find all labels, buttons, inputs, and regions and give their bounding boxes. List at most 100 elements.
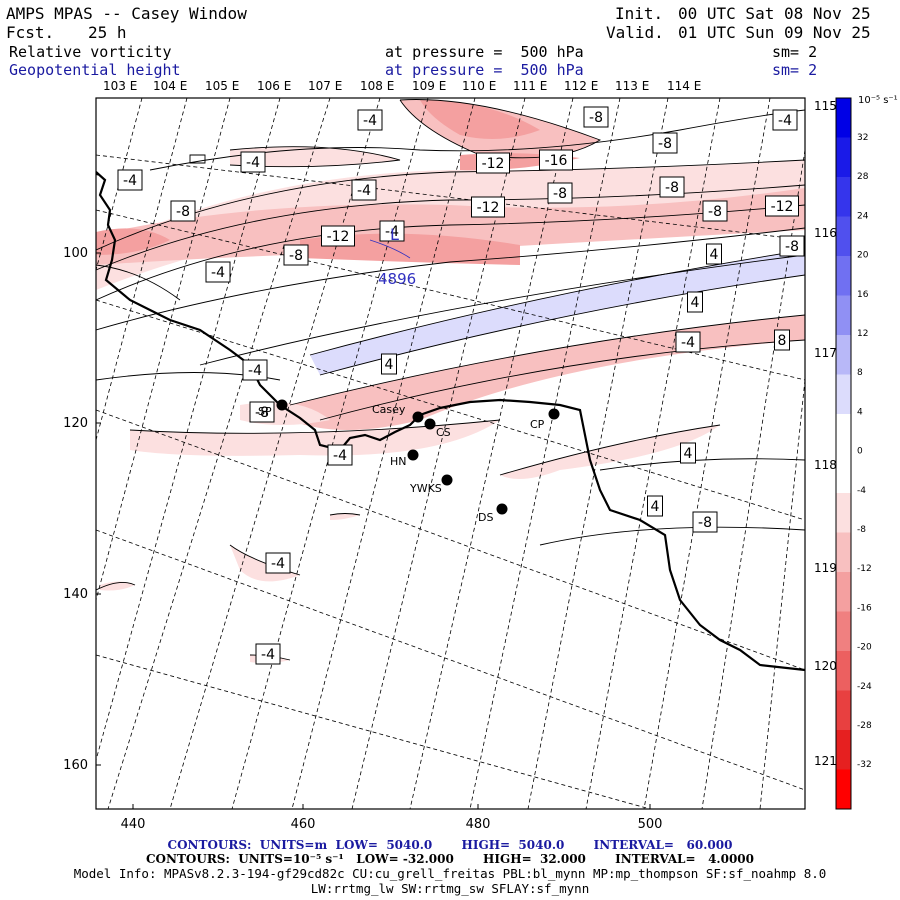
contour-label-box — [476, 152, 510, 174]
colorbar-tick-label: -20 — [857, 643, 872, 653]
vorticity-contours — [96, 99, 805, 661]
colorbar-swatch — [836, 453, 851, 494]
colorbar-swatch — [836, 335, 851, 375]
contour-label: 4 — [651, 499, 660, 515]
contour-label-box — [539, 149, 573, 171]
field2-name: Geopotential height — [9, 61, 181, 79]
contour-label: 4 — [691, 295, 700, 311]
top-lon-label: 114 E — [667, 79, 701, 93]
contour-label: -8 — [665, 180, 679, 196]
colorbar-swatch — [836, 216, 851, 257]
contour-label: -12 — [477, 200, 500, 216]
colorbar-tick-label: 20 — [857, 251, 869, 261]
colorbar-tick-label: 32 — [857, 133, 868, 143]
colorbar-tick-label: -28 — [857, 721, 872, 731]
contour-label: -8 — [553, 186, 567, 202]
colorbar-tick-label: 8 — [857, 368, 863, 378]
contour-label: -4 — [246, 155, 260, 171]
x-tick-label: 500 — [638, 817, 663, 832]
contour-label-box — [680, 442, 696, 464]
field1-smoothing: sm= 2 — [772, 43, 818, 61]
station-label: Casey — [372, 403, 406, 416]
contour-label-box — [357, 109, 383, 131]
field2-smoothing: sm= 2 — [772, 61, 818, 79]
colorbar-swatch — [836, 137, 851, 178]
top-lon-label: 111 E — [513, 79, 547, 93]
top-longitude-labels: 103 E 104 E 105 E 106 E 107 E 108 E 109 E 110 E… — [103, 79, 701, 93]
contour-label: -4 — [357, 183, 371, 199]
colorbar-swatch — [836, 532, 851, 573]
contour-label: 4 — [710, 247, 719, 263]
contour-label-box — [652, 132, 678, 154]
contour-label-box — [242, 359, 268, 381]
x-tick-labels: 440 460 480 500 — [121, 817, 663, 832]
y-tick-label: 140 — [63, 587, 88, 602]
init-label: Init. — [615, 4, 664, 23]
field2-level: at pressure = 500 hPa — [385, 61, 584, 79]
contour-label-box — [779, 235, 805, 257]
top-lon-label: 104 E — [153, 79, 187, 93]
forecast-hours: 25 h — [88, 23, 127, 42]
colorbar-tick-label: -32 — [857, 760, 872, 770]
colorbar-tick-label: 0 — [857, 447, 863, 457]
colorbar-tick-label: -12 — [857, 564, 872, 574]
colorbar-swatch — [836, 414, 851, 454]
height-contour-info: CONTOURS: UNITS=m LOW= 5040.0 HIGH= 5040… — [167, 838, 733, 852]
station-marker — [424, 418, 436, 430]
contour-labels: -4 -4 -4 -4 -4 -4 -4 -8 -8 -8 -8 -8 -8 -8 -12 -12 -12 -16… — [117, 106, 805, 665]
valid-label: Valid. — [606, 23, 664, 42]
contour-label: -12 — [482, 156, 505, 172]
colorbar-swatch — [836, 730, 851, 770]
station-marker — [496, 503, 508, 515]
contour-label-box — [249, 401, 275, 423]
contour-label: -8 — [708, 204, 722, 220]
colorbar-tick-label: 4 — [857, 407, 863, 417]
contour-label: -8 — [785, 239, 799, 255]
contour-label: -4 — [778, 113, 792, 129]
contour-label-box — [205, 261, 231, 283]
valid-time: 01 UTC Sun 09 Nov 25 — [678, 23, 871, 42]
contour-label: -4 — [261, 647, 275, 663]
contour-label: -8 — [289, 248, 303, 264]
contour-label: -4 — [271, 556, 285, 572]
contour-label-box — [170, 200, 196, 222]
contour-label-box — [583, 106, 609, 128]
station-marker — [548, 408, 560, 420]
contour-label-box — [265, 552, 291, 574]
contour-label-box — [240, 151, 266, 173]
colorbar-tick-label: -16 — [857, 603, 872, 613]
colorbar-tick-label: 16 — [857, 290, 869, 300]
top-lon-label: 107 E — [308, 79, 342, 93]
colorbar-tick-label: -8 — [857, 525, 866, 535]
station-marker — [407, 449, 419, 461]
contour-label: -4 — [681, 335, 695, 351]
contour-label-box — [547, 182, 573, 204]
contour-label: -8 — [658, 136, 672, 152]
top-lon-label: 105 E — [205, 79, 239, 93]
colorbar-tick-label: -24 — [857, 682, 872, 692]
top-lon-label: 113 E — [615, 79, 649, 93]
lat-lon-grid — [96, 98, 805, 809]
vorticity-contour-info: CONTOURS: UNITS=10⁻⁵ s⁻¹ LOW= -32.000 HI… — [146, 852, 754, 866]
colorbar-swatch — [836, 177, 851, 217]
top-lon-label: 112 E — [564, 79, 598, 93]
low-center-value: 4896 — [378, 270, 416, 288]
x-tick-label: 460 — [291, 817, 316, 832]
colorbar: 32 28 24 20 16 12 8 4 0 -4 -8 -12 -16 -20 -24 -28 -32 — [835, 97, 872, 810]
contour-label-box — [255, 643, 281, 665]
contour-label-box — [471, 196, 505, 218]
contour-label: 4 — [385, 357, 394, 373]
contour-label-box — [675, 331, 701, 353]
station-label: YWKS — [409, 482, 442, 495]
contour-label-box — [692, 511, 718, 533]
contour-label-box — [687, 291, 703, 313]
contour-label-box — [381, 353, 397, 375]
contour-label: -12 — [327, 229, 350, 245]
contour-label: -8 — [589, 110, 603, 126]
colorbar-tick-label: 24 — [857, 211, 869, 221]
contour-label: -4 — [385, 224, 399, 240]
colorbar-tick-label: 28 — [857, 172, 869, 182]
model-info: Model Info: MPASv8.2.3-194-gf29cd82c CU:… — [73, 866, 827, 881]
station-label: SP — [258, 405, 272, 418]
